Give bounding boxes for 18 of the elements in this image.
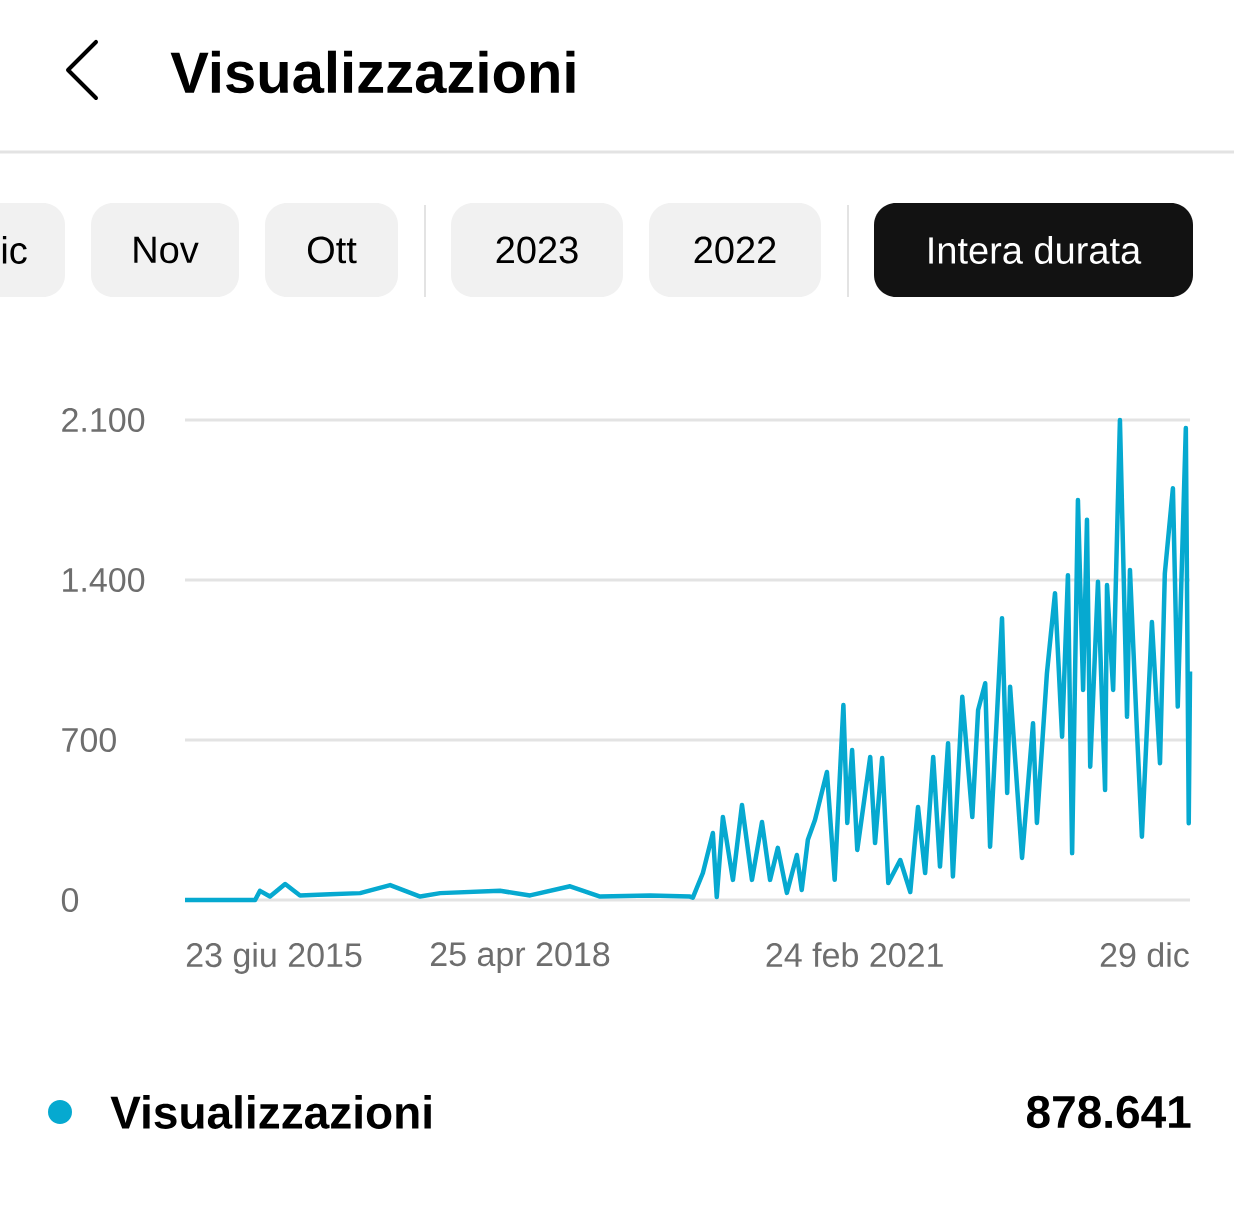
text: 2023 — [496, 236, 578, 264]
text: 878.641 — [1026, 1095, 1191, 1129]
text: Intera durata — [929, 236, 1142, 264]
text: Nov — [134, 236, 199, 264]
y-tick-label: 700 — [62, 727, 116, 753]
legend-label: Visualizzazioni — [110, 1095, 431, 1129]
text: ic — [2, 236, 27, 264]
y-tick-label: 0 — [61, 887, 79, 913]
chart-title: Visualizzazioni — [170, 50, 575, 94]
y-tick-label: 2.100 — [62, 407, 145, 433]
x-tick-label: 24 feb 2021 — [766, 942, 943, 968]
x-tick-label: 29 dic — [1100, 942, 1189, 968]
x-tick-label: 23 giu 2015 — [186, 942, 362, 974]
text: 2022 — [694, 236, 776, 264]
x-tick-label: 25 apr 2018 — [430, 942, 610, 973]
line-series — [182, 417, 1193, 903]
text: Ott — [307, 236, 357, 264]
y-tick-label: 1.400 — [63, 567, 145, 593]
